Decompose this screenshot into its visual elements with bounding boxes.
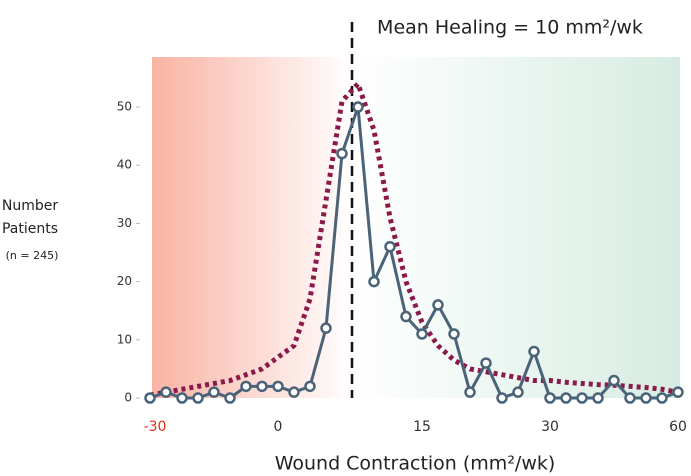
data-point — [448, 328, 460, 340]
data-point — [320, 322, 332, 334]
y-axis-note: (n = 245) — [6, 249, 59, 262]
data-point — [512, 386, 524, 398]
y-tick-label: 50 — [117, 100, 132, 114]
x-tick-label: 0 — [274, 419, 283, 435]
data-point — [224, 392, 236, 404]
fit-curve — [149, 78, 679, 398]
y-axis-label: Patients — [2, 221, 58, 237]
data-point — [416, 328, 428, 340]
data-point — [544, 392, 556, 404]
x-tick-label: -30 — [144, 419, 167, 435]
x-tick-label: 15 — [413, 419, 431, 435]
data-line — [149, 105, 679, 400]
y-tick-label: 40 — [117, 158, 132, 172]
data-point — [528, 345, 540, 358]
data-point — [624, 392, 636, 404]
data-point — [656, 392, 668, 404]
data-point — [400, 310, 412, 323]
data-point — [608, 374, 620, 387]
x-axis-label: Wound Contraction (mm²/wk) — [275, 453, 556, 475]
data-point — [160, 386, 172, 398]
data-point — [288, 386, 300, 398]
plot-background — [152, 57, 680, 398]
data-point — [144, 392, 156, 404]
data-point — [480, 357, 492, 369]
data-point — [672, 386, 684, 398]
y-axis-label: Number — [2, 198, 58, 214]
data-point — [256, 380, 268, 393]
data-point — [384, 240, 396, 253]
data-point — [432, 299, 444, 311]
data-point — [272, 380, 284, 393]
data-point — [208, 386, 220, 398]
data-point — [368, 275, 380, 288]
data-point — [464, 386, 476, 398]
y-tick-label: 20 — [117, 274, 132, 288]
data-point — [192, 392, 204, 404]
data-point — [560, 392, 572, 404]
data-point — [304, 380, 316, 393]
data-point — [576, 392, 588, 404]
data-point — [176, 392, 188, 404]
data-point — [592, 392, 604, 404]
data-point — [496, 392, 508, 404]
x-tick-label: 60 — [669, 419, 687, 435]
data-point — [336, 147, 348, 160]
y-tick-label: 0 — [124, 391, 132, 405]
x-tick-label: 30 — [541, 419, 559, 435]
y-tick-label: 10 — [117, 332, 132, 346]
data-point — [640, 392, 652, 404]
data-point — [352, 101, 364, 113]
mean-annotation: Mean Healing = 10 mm²/wk — [377, 17, 643, 39]
data-point — [240, 380, 252, 393]
y-tick-label: 30 — [117, 216, 132, 230]
